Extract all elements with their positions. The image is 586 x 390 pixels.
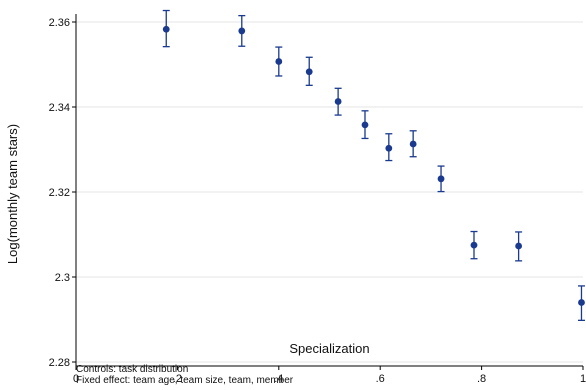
tick-labels: 2.28 2.3 2.32 2.34 2.36 0 .2 .4 .6 .8 1 — [49, 17, 586, 385]
x-axis-title: Specialization — [289, 341, 369, 356]
fixed-effect-note: Fixed effect: team age, team size, team,… — [76, 375, 294, 386]
y-tick-label: 2.3 — [55, 272, 70, 284]
y-tick-label: 2.36 — [49, 17, 70, 29]
x-tick-label: 0 — [73, 373, 79, 385]
data-point — [515, 242, 523, 250]
data-point — [238, 27, 246, 35]
data-point — [385, 144, 393, 152]
data-point — [305, 68, 313, 76]
data-point — [470, 241, 478, 249]
x-tick-label: .4 — [274, 373, 283, 385]
data-point — [409, 140, 417, 148]
data-point — [275, 58, 283, 65]
y-axis-title: Log(monthly team stars) — [5, 124, 20, 264]
x-tick-label: .8 — [477, 373, 486, 385]
axes — [75, 14, 583, 367]
grid-lines — [76, 21, 583, 363]
data-point — [162, 25, 170, 33]
tick-marks — [72, 21, 584, 370]
y-tick-label: 2.34 — [49, 102, 70, 114]
error-bars — [162, 9, 585, 322]
data-point — [334, 98, 342, 105]
data-point — [437, 175, 445, 183]
x-tick-label: 1 — [580, 373, 586, 385]
y-tick-label: 2.32 — [49, 187, 70, 199]
data-points — [162, 25, 585, 306]
data-point — [578, 299, 585, 306]
x-tick-label: .6 — [376, 373, 385, 385]
x-tick-label: .2 — [173, 373, 182, 385]
data-point — [361, 121, 369, 129]
y-tick-label: 2.28 — [49, 357, 70, 369]
controls-note: Controls: task distribution — [76, 364, 189, 375]
